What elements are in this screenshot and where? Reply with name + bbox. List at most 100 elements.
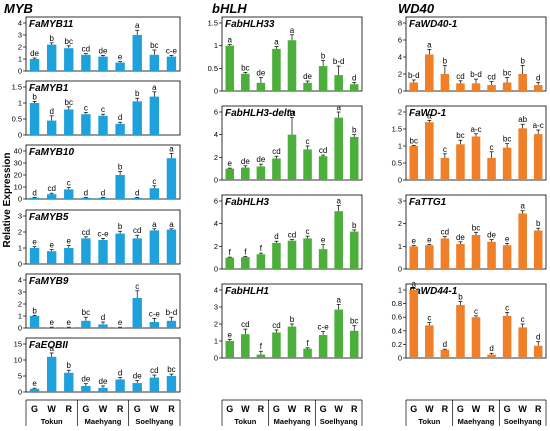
bar bbox=[256, 354, 266, 358]
bar bbox=[132, 35, 142, 71]
y-tick-label: 3 bbox=[18, 31, 22, 40]
bar bbox=[29, 316, 40, 328]
significance-label: cd bbox=[456, 72, 464, 81]
y-tick-label: 2 bbox=[398, 70, 402, 79]
y-tick-label: 4 bbox=[214, 219, 218, 228]
x-category-label: R bbox=[351, 404, 358, 414]
y-tick-label: 2 bbox=[214, 242, 218, 251]
bar bbox=[303, 82, 312, 91]
significance-label: de bbox=[99, 377, 108, 386]
y-tick-label: 0.5 bbox=[12, 115, 22, 124]
significance-label: d bbox=[118, 369, 122, 378]
bar bbox=[471, 83, 481, 91]
bar bbox=[456, 144, 465, 180]
significance-label: c bbox=[84, 104, 88, 113]
significance-label: b-d bbox=[470, 70, 482, 79]
y-tick-label: 0 bbox=[18, 67, 22, 76]
bar bbox=[64, 109, 74, 135]
x-category-label: R bbox=[535, 404, 542, 414]
bar bbox=[64, 372, 74, 392]
y-tick-label: 0 bbox=[398, 87, 402, 96]
bar bbox=[287, 326, 297, 358]
significance-label: cd bbox=[47, 184, 55, 193]
y-tick-label: 2 bbox=[18, 228, 22, 237]
bar bbox=[303, 149, 312, 180]
significance-label: bc bbox=[456, 131, 464, 140]
y-tick-label: 1 bbox=[214, 337, 218, 346]
significance-label: bc bbox=[241, 63, 249, 72]
bar bbox=[115, 175, 125, 199]
significance-label: a bbox=[135, 21, 140, 30]
bar bbox=[318, 66, 328, 91]
significance-label: e bbox=[505, 234, 510, 243]
significance-label: f bbox=[260, 244, 263, 253]
x-category-label: W bbox=[518, 404, 527, 414]
bar bbox=[46, 327, 57, 328]
bar bbox=[409, 290, 419, 358]
x-category-label: W bbox=[288, 404, 297, 414]
group-label: Soelhyang bbox=[320, 417, 358, 426]
x-category-label: W bbox=[241, 404, 250, 414]
bar bbox=[349, 330, 359, 358]
bar bbox=[471, 136, 481, 180]
significance-label: d bbox=[101, 313, 105, 322]
bar bbox=[440, 74, 450, 91]
bar bbox=[132, 298, 142, 328]
x-category-label: W bbox=[47, 404, 56, 414]
y-tick-label: 2 bbox=[214, 320, 218, 329]
y-tick-label: 0.4 bbox=[392, 326, 402, 335]
bar bbox=[115, 327, 125, 328]
bar bbox=[46, 356, 57, 392]
significance-label: a bbox=[274, 38, 279, 47]
bar bbox=[487, 157, 496, 180]
significance-label: c bbox=[152, 177, 156, 186]
y-tick-label: 15 bbox=[14, 340, 22, 349]
bar bbox=[241, 257, 250, 269]
significance-label: f bbox=[229, 248, 232, 257]
significance-label: d bbox=[49, 107, 53, 116]
significance-label: b bbox=[443, 57, 448, 66]
panel-title: FabHLH33 bbox=[225, 19, 275, 30]
x-category-label: G bbox=[226, 404, 233, 414]
y-tick-label: 40 bbox=[14, 147, 22, 156]
significance-label: a-c bbox=[470, 125, 481, 134]
x-category-label: R bbox=[258, 404, 265, 414]
significance-label: de bbox=[81, 375, 90, 384]
bar bbox=[98, 324, 108, 328]
significance-label: c bbox=[427, 314, 431, 323]
bar bbox=[132, 101, 142, 135]
bar bbox=[334, 211, 343, 269]
significance-label: f bbox=[244, 248, 247, 257]
bar bbox=[64, 48, 74, 71]
significance-label: de bbox=[241, 157, 250, 166]
y-tick-label: 0 bbox=[18, 324, 22, 333]
significance-label: a bbox=[49, 344, 54, 353]
bar bbox=[132, 383, 142, 392]
x-category-label: R bbox=[117, 404, 124, 414]
bar bbox=[98, 197, 108, 199]
significance-label: a bbox=[336, 197, 341, 206]
y-tick-label: 1 bbox=[214, 41, 218, 50]
y-tick-label: 0 bbox=[214, 354, 218, 363]
significance-label: bc bbox=[410, 136, 418, 145]
group-label: Soelhyang bbox=[135, 417, 173, 426]
y-axis-label: Relative Expression bbox=[2, 152, 13, 247]
bar bbox=[149, 377, 160, 392]
significance-label: d bbox=[135, 188, 139, 197]
x-category-label: G bbox=[504, 404, 511, 414]
significance-label: d bbox=[352, 73, 356, 82]
bar bbox=[225, 168, 235, 180]
significance-label: e bbox=[32, 238, 37, 247]
significance-label: c bbox=[101, 105, 105, 114]
y-tick-label: 4 bbox=[214, 130, 218, 139]
y-tick-label: 3 bbox=[18, 212, 22, 221]
significance-label: c bbox=[67, 179, 71, 188]
x-category-label: R bbox=[168, 404, 175, 414]
significance-label: bc bbox=[167, 365, 175, 374]
significance-label: de bbox=[487, 231, 496, 240]
significance-label: e bbox=[321, 236, 326, 245]
